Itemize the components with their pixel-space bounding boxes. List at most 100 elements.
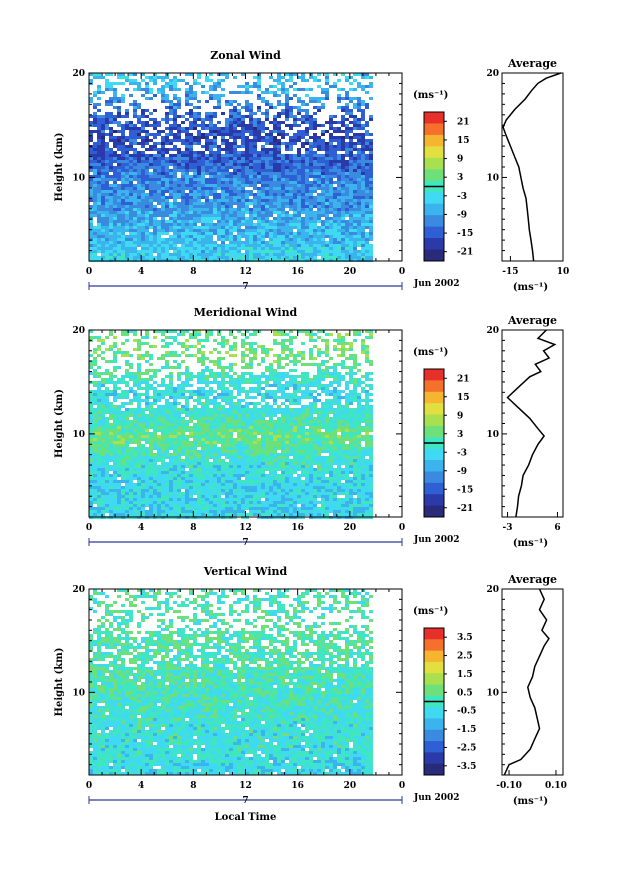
heatmap-cell: [229, 220, 233, 223]
heatmap-cell: [169, 100, 173, 103]
heatmap-cell: [269, 384, 273, 387]
heatmap-cell: [297, 411, 301, 414]
heatmap-cell: [165, 76, 169, 79]
heatmap-cell: [213, 136, 217, 139]
heatmap-cell: [341, 205, 345, 208]
heatmap-cell: [209, 73, 213, 76]
heatmap-cell: [317, 124, 321, 127]
heatmap-cell: [97, 408, 101, 411]
heatmap-cell: [345, 97, 349, 100]
heatmap-cell: [261, 405, 265, 408]
heatmap-cell: [297, 414, 301, 417]
heatmap-cell: [145, 202, 149, 205]
heatmap-cell: [249, 214, 253, 217]
heatmap-cell: [205, 414, 209, 417]
heatmap-cell: [121, 217, 125, 220]
heatmap-cell: [169, 133, 173, 136]
heatmap-cell: [269, 184, 273, 187]
heatmap-cell: [201, 229, 205, 232]
heatmap-cell: [93, 193, 97, 196]
heatmap-cell: [217, 414, 221, 417]
heatmap-cell: [273, 169, 277, 172]
heatmap-cell: [173, 354, 177, 357]
heatmap-cell: [157, 247, 161, 250]
heatmap-cell: [249, 229, 253, 232]
heatmap-cell: [93, 145, 97, 148]
heatmap-cell: [209, 199, 213, 202]
heatmap-cell: [137, 217, 141, 220]
heatmap-cell: [225, 220, 229, 223]
heatmap-cell: [253, 342, 257, 345]
heatmap-cell: [93, 208, 97, 211]
heatmap-cell: [325, 360, 329, 363]
heatmap-cell: [125, 411, 129, 414]
heatmap-cell: [229, 223, 233, 226]
heatmap-cell: [301, 414, 305, 417]
heatmap-cell: [357, 399, 361, 402]
heatmap-cell: [285, 226, 289, 229]
heatmap-cell: [205, 127, 209, 130]
heatmap-cell: [289, 160, 293, 163]
heatmap-cell: [121, 402, 125, 405]
heatmap-cell: [133, 130, 137, 133]
heatmap-cell: [233, 172, 237, 175]
heatmap-cell: [369, 205, 373, 208]
heatmap-cell: [165, 139, 169, 142]
heatmap-cell: [357, 363, 361, 366]
heatmap-cell: [129, 154, 133, 157]
heatmap-cell: [361, 348, 365, 351]
heatmap-cell: [365, 408, 369, 411]
heatmap-cell: [241, 333, 245, 336]
heatmap-cell: [349, 139, 353, 142]
heatmap-cell: [149, 196, 153, 199]
heatmap-cell: [93, 124, 97, 127]
heatmap-cell: [233, 190, 237, 193]
heatmap-cell: [285, 124, 289, 127]
heatmap-cell: [213, 133, 217, 136]
heatmap-cell: [209, 145, 213, 148]
heatmap-cell: [289, 73, 293, 76]
heatmap-cell: [189, 354, 193, 357]
heatmap-cell: [293, 411, 297, 414]
heatmap-cell: [345, 387, 349, 390]
heatmap-cell: [165, 148, 169, 151]
heatmap-cell: [293, 184, 297, 187]
heatmap-cell: [337, 106, 341, 109]
heatmap-cell: [317, 109, 321, 112]
heatmap-cell: [353, 333, 357, 336]
heatmap-cell: [297, 169, 301, 172]
heatmap-cell: [205, 184, 209, 187]
heatmap-cell: [333, 229, 337, 232]
heatmap-cell: [113, 136, 117, 139]
heatmap-cell: [213, 196, 217, 199]
heatmap-cell: [141, 220, 145, 223]
heatmap-cell: [249, 151, 253, 154]
heatmap-cell: [133, 193, 137, 196]
heatmap-cell: [113, 139, 117, 142]
heatmap-cell: [325, 366, 329, 369]
heatmap-cell: [105, 390, 109, 393]
heatmap-cell: [333, 157, 337, 160]
heatmap-cell: [173, 82, 177, 85]
heatmap-cell: [205, 250, 209, 253]
heatmap-cell: [349, 244, 353, 247]
heatmap-cell: [161, 333, 165, 336]
heatmap-cell: [93, 226, 97, 229]
heatmap-cell: [109, 330, 113, 333]
heatmap-cell: [165, 133, 169, 136]
heatmap-cell: [265, 214, 269, 217]
heatmap-cell: [261, 250, 265, 253]
heatmap-cell: [289, 330, 293, 333]
heatmap-cell: [117, 205, 121, 208]
heatmap-cell: [145, 247, 149, 250]
heatmap-cell: [117, 160, 121, 163]
heatmap-cell: [125, 124, 129, 127]
heatmap-cell: [205, 238, 209, 241]
heatmap-cell: [249, 172, 253, 175]
heatmap-cell: [249, 115, 253, 118]
heatmap-cell: [317, 196, 321, 199]
heatmap-cell: [165, 112, 169, 115]
heatmap-cell: [217, 193, 221, 196]
heatmap-cell: [165, 354, 169, 357]
heatmap-cell: [333, 369, 337, 372]
